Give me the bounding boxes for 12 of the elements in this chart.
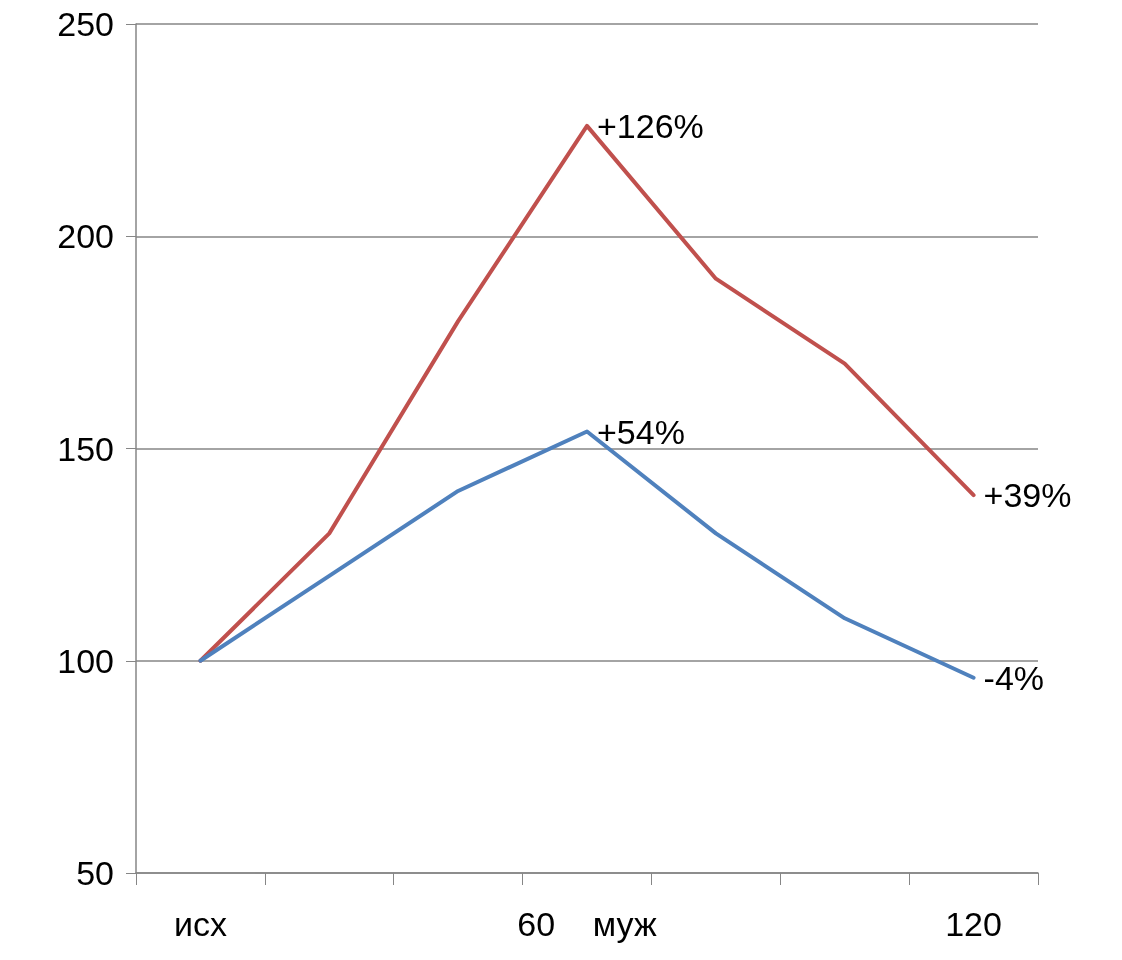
x-tick-label: 60 муж <box>517 905 657 943</box>
y-tick-label: 150 <box>57 429 114 468</box>
y-tick-label: 250 <box>57 5 114 43</box>
y-tick-label: 200 <box>57 217 114 256</box>
y-tick-label: 100 <box>57 641 114 680</box>
annotation: +126% <box>597 106 704 145</box>
annotation: +39% <box>983 476 1072 515</box>
x-tick-label: исх <box>173 905 227 943</box>
y-tick-label: 50 <box>76 854 114 892</box>
x-tick-label: 120 <box>945 905 1002 943</box>
annotation: -4% <box>983 658 1045 697</box>
annotation: +54% <box>597 412 685 451</box>
